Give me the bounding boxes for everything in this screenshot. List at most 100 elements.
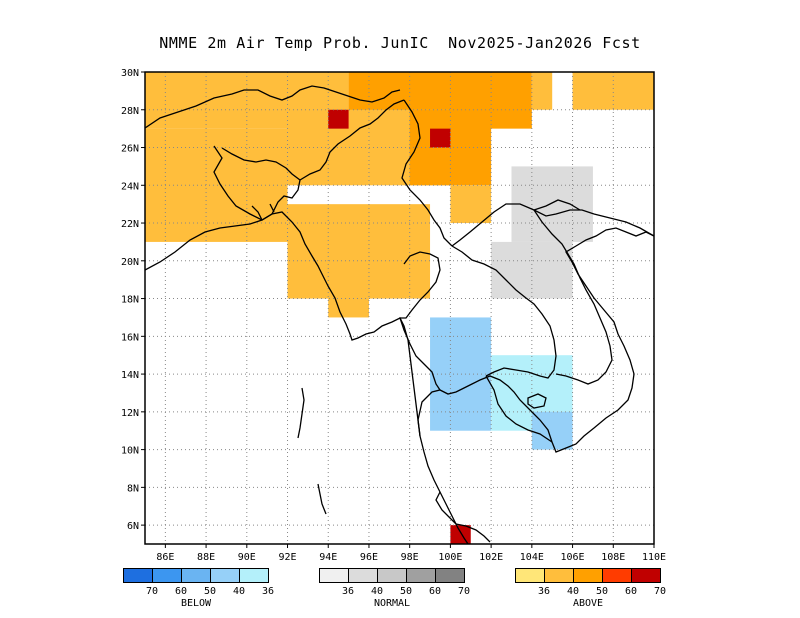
- legend-above-label: ABOVE: [572, 598, 604, 609]
- legend-normal-tick: 60: [428, 586, 442, 597]
- y-tick-label: 22N: [121, 219, 139, 230]
- y-tick-label: 8N: [127, 483, 139, 494]
- forecast-cell-normal: [491, 241, 573, 299]
- x-tick-label: 106E: [561, 552, 585, 563]
- legend-above-swatch: [516, 569, 545, 582]
- forecast-cell-above: [145, 128, 288, 242]
- legend-normal-tick: 40: [370, 586, 384, 597]
- legend-above-tick: 36: [537, 586, 551, 597]
- y-tick-label: 20N: [121, 257, 139, 268]
- forecast-cell-below: [430, 317, 492, 431]
- x-tick-label: 104E: [520, 552, 544, 563]
- y-tick-label: 18N: [121, 295, 139, 306]
- probability-cells: [145, 72, 654, 544]
- border-myanmar-india: [299, 99, 405, 181]
- legend-normal-ticks: 36 40 50 60 70: [319, 586, 470, 598]
- y-tick-label: 10N: [121, 446, 139, 457]
- legend-above-tick: 40: [566, 586, 580, 597]
- y-tick-label: 24N: [121, 181, 139, 192]
- legend-below-swatch: [211, 569, 240, 582]
- border-china-vietnam: [533, 199, 581, 211]
- andaman-islands: [297, 387, 305, 439]
- border-bangladesh: [213, 145, 301, 221]
- x-tick-label: 94E: [319, 552, 337, 563]
- forecast-cell-above: [572, 72, 654, 110]
- x-tick-label: 96E: [360, 552, 378, 563]
- nicobar-islands: [317, 483, 327, 515]
- forecast-cell-above: [430, 128, 451, 148]
- legend-above-swatch: [574, 569, 603, 582]
- legend-below-tick: 36: [261, 586, 275, 597]
- border-india-nepal: [145, 85, 401, 129]
- river-delta-islands: [251, 203, 275, 221]
- legend-normal-swatch: [378, 569, 407, 582]
- forecast-cell-above: [328, 279, 369, 318]
- border-myanmar-china: [401, 99, 453, 247]
- x-tick-label: 98E: [401, 552, 419, 563]
- border-cambodia: [485, 375, 553, 443]
- legend-normal-swatch: [349, 569, 378, 582]
- forecast-cell-above: [531, 72, 553, 110]
- y-tick-label: 6N: [127, 521, 139, 532]
- legend-normal: 36 40 50 60 70 NORMAL: [319, 568, 470, 616]
- legend-normal-tick: 70: [457, 586, 471, 597]
- coastline-bay-of-bengal: [145, 211, 469, 544]
- legend-above-swatch: [632, 569, 660, 582]
- border-laos-vietnam: [533, 209, 613, 385]
- x-tick-label: 90E: [238, 552, 256, 563]
- y-tick-label: 28N: [121, 106, 139, 117]
- y-tick-label: 14N: [121, 370, 139, 381]
- coastline-south-china: [451, 203, 654, 247]
- x-axis-ticks: 86E 88E 90E 92E 94E 96E 98E 100E 102E 104E 106E 108…: [156, 544, 666, 563]
- coastlines-and-borders: [145, 85, 654, 544]
- legend-normal-swatch: [436, 569, 464, 582]
- legend-below-swatch: [124, 569, 153, 582]
- legend-above-swatch: [603, 569, 632, 582]
- y-tick-label: 30N: [121, 68, 139, 79]
- border-myanmar-thailand: [399, 251, 441, 391]
- legend-below-swatch: [153, 569, 182, 582]
- legend-below: 70 60 50 40 36 BELOW: [123, 568, 274, 616]
- x-tick-label: 102E: [479, 552, 503, 563]
- legend-below-tick: 50: [203, 586, 217, 597]
- x-tick-label: 108E: [601, 552, 625, 563]
- legend-normal-colorbar: [319, 568, 465, 583]
- legend-below-tick: 70: [145, 586, 159, 597]
- legend-above-colorbar: [515, 568, 661, 583]
- legend-below-swatch: [240, 569, 268, 582]
- legend-normal-swatch: [320, 569, 349, 582]
- y-axis-ticks: 6N 8N 10N 12N 14N 16N 18N 20N 22N 24N 26N 28N 30N: [121, 68, 145, 532]
- legend-below-label: BELOW: [180, 598, 212, 609]
- legend-above: 36 40 50 60 70 ABOVE: [515, 568, 666, 616]
- y-tick-label: 12N: [121, 408, 139, 419]
- legend-below-tick: 60: [174, 586, 188, 597]
- y-tick-label: 16N: [121, 332, 139, 343]
- y-tick-label: 26N: [121, 144, 139, 155]
- coastline-gulf-of-thailand: [417, 227, 654, 453]
- forecast-cell-above: [328, 109, 349, 129]
- grid-lines: [145, 72, 654, 544]
- x-tick-label: 100E: [438, 552, 462, 563]
- map-title: NMME 2m Air Temp Prob. JunIC Nov2025-Jan…: [159, 34, 641, 52]
- border-laos-thailand: [451, 245, 557, 379]
- legend-above-tick: 60: [624, 586, 638, 597]
- legend-below-tick: 40: [232, 586, 246, 597]
- tonle-sap-lake: [527, 393, 547, 409]
- legend-above-ticks: 36 40 50 60 70: [515, 586, 666, 598]
- forecast-cell-normal: [511, 166, 593, 242]
- legend-below-colorbar: [123, 568, 269, 583]
- x-tick-label: 86E: [156, 552, 174, 563]
- legend-below-swatch: [182, 569, 211, 582]
- legend-above-tick: 50: [595, 586, 609, 597]
- forecast-cell-above: [450, 525, 471, 544]
- coastline-malay-peninsula: [435, 491, 491, 543]
- forecast-cell-above: [450, 185, 492, 224]
- legend-normal-tick: 36: [341, 586, 355, 597]
- legend-above-swatch: [545, 569, 574, 582]
- legend-below-ticks: 70 60 50 40 36: [123, 586, 274, 598]
- legend-above-tick: 70: [653, 586, 667, 597]
- legend-normal-swatch: [407, 569, 436, 582]
- plot-frame: [144, 71, 655, 545]
- x-tick-label: 92E: [278, 552, 296, 563]
